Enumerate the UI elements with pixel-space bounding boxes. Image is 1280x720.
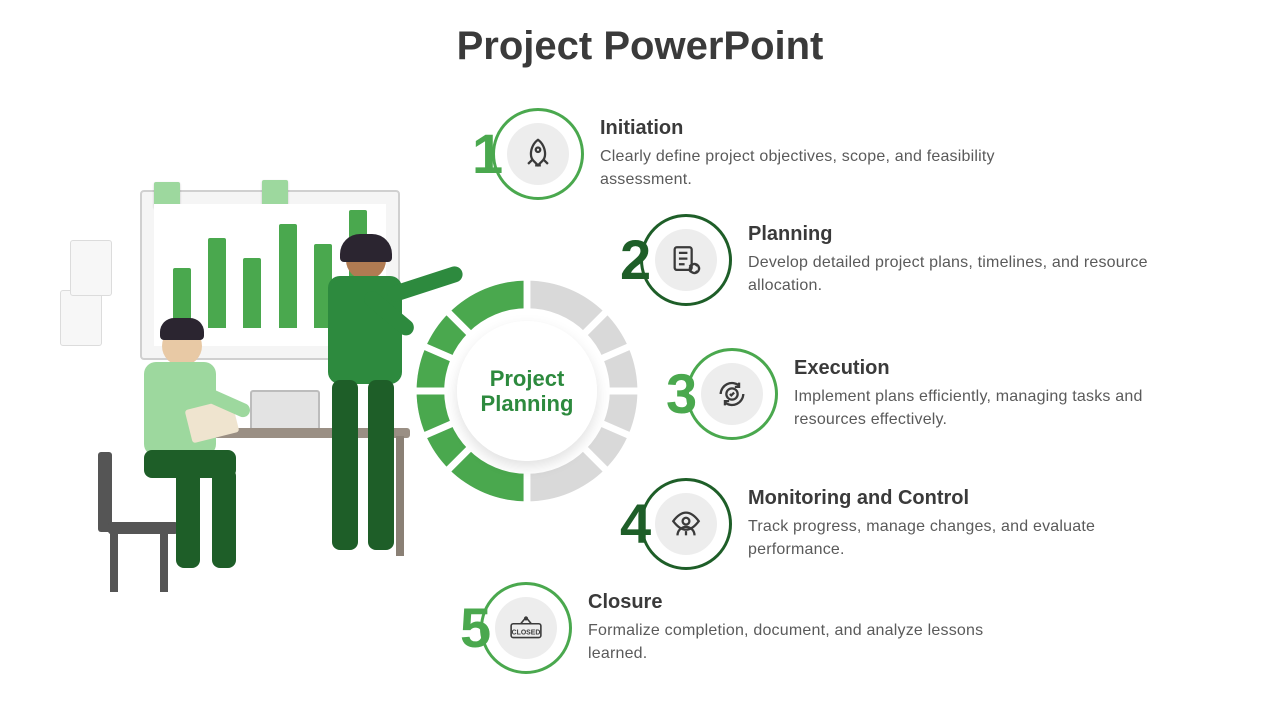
step-initiation: 1 Initiation Clearly define project obje… [492, 108, 1000, 200]
page-title: Project PowerPoint [0, 24, 1280, 69]
gauge-eye-icon [669, 507, 703, 541]
step-description: Develop detailed project plans, timeline… [748, 252, 1148, 297]
step-planning: 2 Planning Develop detailed project plan… [640, 214, 1148, 306]
step-number: 1 [472, 126, 503, 182]
svg-text:CLOSED: CLOSED [512, 629, 541, 636]
closed-sign-icon: CLOSED [509, 611, 543, 645]
step-badge: 2 [640, 214, 732, 306]
person-standing [292, 240, 432, 560]
step-title: Closure [588, 591, 988, 614]
paper-note [60, 290, 102, 346]
step-monitoring: 4 Monitoring and Control Track progress,… [640, 478, 1148, 570]
step-title: Execution [794, 357, 1194, 380]
step-badge: CLOSED 5 [480, 582, 572, 674]
step-description: Track progress, manage changes, and eval… [748, 516, 1148, 561]
step-description: Clearly define project objectives, scope… [600, 146, 1000, 191]
step-number: 4 [620, 496, 651, 552]
step-execution: 3 Execution Implement plans efficiently,… [686, 348, 1194, 440]
step-badge: 1 [492, 108, 584, 200]
step-title: Monitoring and Control [748, 487, 1148, 510]
step-number: 2 [620, 232, 651, 288]
step-description: Implement plans efficiently, managing ta… [794, 386, 1194, 431]
hub-label: Project Planning [457, 321, 597, 461]
paper-note [70, 240, 112, 296]
illustration-scene [60, 180, 420, 580]
chart-bar [208, 238, 226, 328]
step-badge: 3 [686, 348, 778, 440]
step-title: Initiation [600, 117, 1000, 140]
step-badge: 4 [640, 478, 732, 570]
process-cycle-icon [715, 377, 749, 411]
checklist-gear-icon [669, 243, 703, 277]
person-seated [116, 350, 256, 590]
step-title: Planning [748, 223, 1148, 246]
rocket-icon [521, 137, 555, 171]
hub-label-text: Project Planning [481, 366, 574, 417]
step-closure: CLOSED 5 Closure Formalize completion, d… [480, 582, 988, 674]
hub-circle: Project Planning [412, 276, 642, 506]
step-number: 5 [460, 600, 491, 656]
chart-bar [243, 258, 261, 328]
step-number: 3 [666, 366, 697, 422]
step-description: Formalize completion, document, and anal… [588, 620, 988, 665]
sticky-note [262, 180, 288, 206]
